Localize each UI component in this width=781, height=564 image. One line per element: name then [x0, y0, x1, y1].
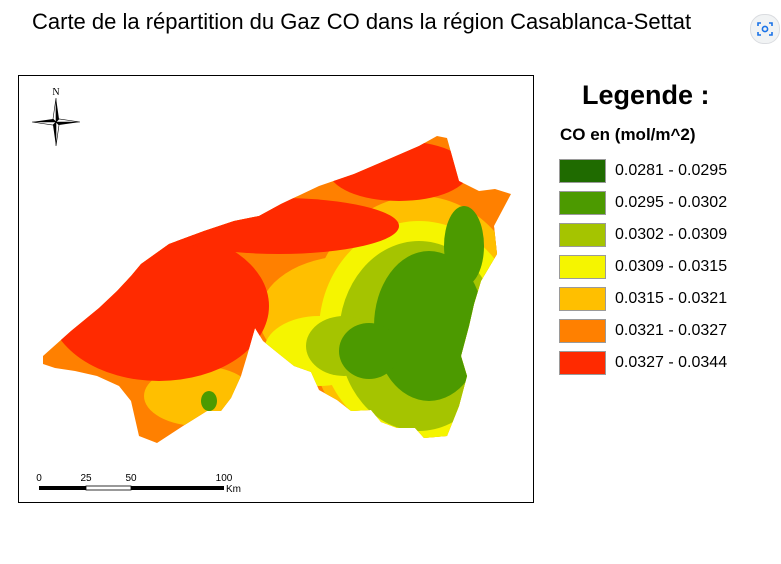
legend-heading: Legende : [582, 80, 710, 110]
map-title: Carte de la répartition du Gaz CO dans l… [32, 9, 692, 34]
scale-tick-0: 0 [36, 473, 42, 484]
legend-item: 0.0309 - 0.0315 [559, 251, 727, 283]
legend-item: 0.0315 - 0.0321 [559, 283, 727, 315]
legend-swatch [559, 223, 606, 247]
zone-red-west [49, 231, 269, 381]
legend-label: 0.0295 - 0.0302 [615, 194, 728, 211]
legend-swatch [559, 191, 606, 215]
zone-green-core [374, 251, 484, 401]
legend-label: 0.0309 - 0.0315 [615, 258, 728, 275]
legend-label: 0.0327 - 0.0344 [615, 354, 728, 371]
zone-red-northeast [329, 141, 469, 201]
lens-search-icon-graphic [757, 22, 773, 36]
legend-label: 0.0281 - 0.0295 [615, 162, 728, 179]
legend-label: 0.0302 - 0.0309 [615, 226, 728, 243]
legend-item: 0.0321 - 0.0327 [559, 315, 727, 347]
zone-red-coast [159, 198, 399, 254]
legend-label: 0.0315 - 0.0321 [615, 290, 728, 307]
scale-tick-50: 50 [125, 473, 137, 484]
north-label: N [52, 87, 59, 98]
scale-tick-25: 25 [80, 473, 92, 484]
legend-label: 0.0321 - 0.0327 [615, 322, 728, 339]
scale-tick-100: 100 [216, 473, 233, 484]
north-arrow: N [31, 87, 81, 147]
legend-swatch [559, 255, 606, 279]
legend-swatch [559, 159, 606, 183]
legend-item: 0.0295 - 0.0302 [559, 187, 727, 219]
legend-swatch [559, 351, 606, 375]
scale-bar: 0 25 50 100 Km [36, 473, 241, 495]
scale-unit: Km [226, 484, 241, 495]
zone-green-spot [201, 391, 217, 411]
legend-list: 0.0281 - 0.0295 0.0295 - 0.0302 0.0302 -… [559, 155, 727, 379]
legend-swatch [559, 287, 606, 311]
lens-search-icon[interactable] [750, 14, 780, 44]
legend-subtitle: CO en (mol/m^2) [560, 125, 696, 144]
legend-item: 0.0302 - 0.0309 [559, 219, 727, 251]
zone-green-northeast [444, 206, 484, 286]
legend-swatch [559, 319, 606, 343]
legend-item: 0.0327 - 0.0344 [559, 347, 727, 379]
map-frame: N 0 25 50 100 Km [18, 75, 534, 503]
legend-item: 0.0281 - 0.0295 [559, 155, 727, 187]
co-distribution-map: N 0 25 50 100 Km [31, 87, 511, 495]
zone-green-west [339, 323, 399, 379]
